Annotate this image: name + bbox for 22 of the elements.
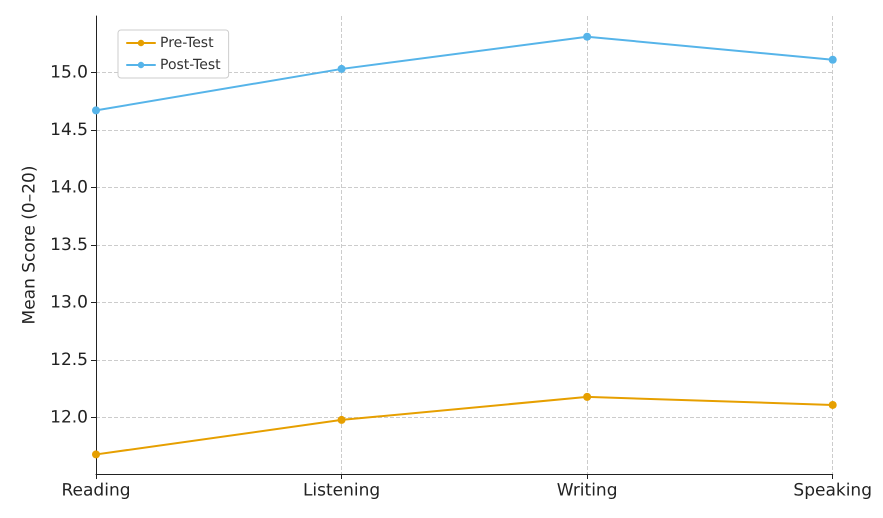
y-tick-label: 12.0	[50, 408, 88, 428]
y-axis-title: Mean Score (0–20)	[20, 166, 40, 324]
point	[828, 400, 837, 409]
x-tick-label: Reading	[61, 480, 131, 500]
x-tick-label: Writing	[556, 480, 618, 500]
y-tick-label: 14.0	[50, 177, 88, 198]
y-tick-label: 12.5	[50, 350, 88, 370]
y-tick-label: 13.0	[50, 292, 88, 313]
x-tick-label: Listening	[302, 480, 380, 500]
x-tick-label: Speaking	[793, 480, 872, 500]
point	[583, 32, 592, 41]
y-tick-label: 14.5	[50, 120, 88, 140]
point	[338, 64, 346, 73]
point	[92, 106, 100, 114]
y-tick-label: 13.5	[50, 235, 88, 255]
legend-label: Post-Test	[160, 57, 222, 73]
point	[338, 416, 346, 424]
point	[583, 392, 592, 401]
point	[92, 450, 100, 458]
y-tick-label: 15.0	[50, 62, 88, 82]
point	[828, 56, 837, 64]
legend-label: Pre-Test	[160, 35, 214, 51]
